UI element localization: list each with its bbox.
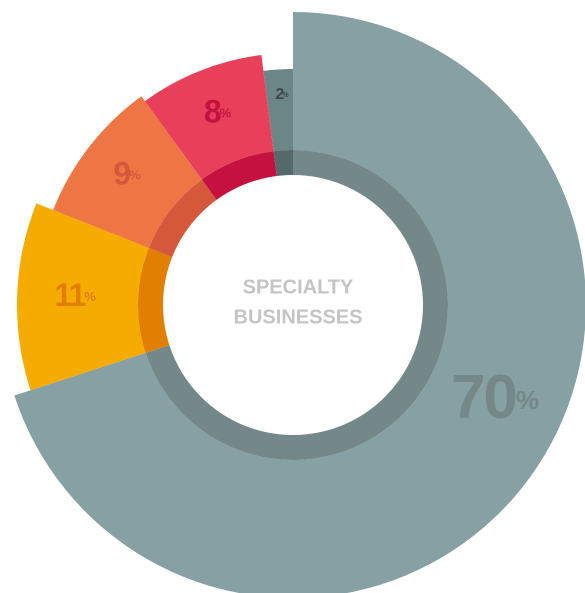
wedge xyxy=(16,203,149,391)
wedge xyxy=(144,54,274,180)
center-label: BUSINESSES xyxy=(234,306,363,328)
value-label: 9% xyxy=(113,156,141,192)
wedge-inner-band xyxy=(273,150,293,179)
wedge xyxy=(263,69,293,152)
value-label: 11% xyxy=(54,278,96,314)
center-label: SPECIALTY xyxy=(243,276,354,298)
wedge-inner-band xyxy=(201,151,277,202)
wedges xyxy=(14,12,585,593)
wedge xyxy=(53,96,202,248)
wedge xyxy=(14,12,585,593)
value-label: 2% xyxy=(275,86,289,103)
wedge-inner-band xyxy=(148,179,218,258)
value-label: 70% xyxy=(451,363,539,432)
labels: 70% 11% 9% 8% 2% xyxy=(54,86,539,432)
center-hole xyxy=(163,175,423,435)
value-label: 8% xyxy=(204,94,232,130)
